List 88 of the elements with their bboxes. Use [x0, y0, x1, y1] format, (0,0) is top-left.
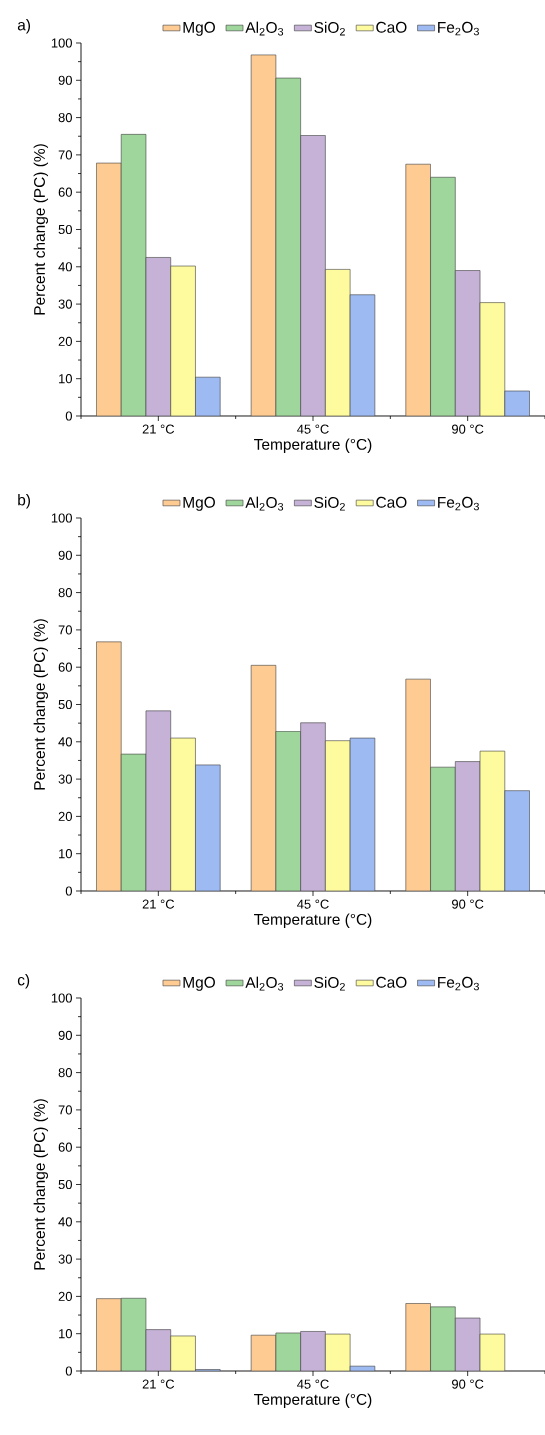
bar: [479, 302, 506, 416]
legend-label: Fe$_{2}$O$_{3}$: [438, 21, 479, 36]
y-tick-label: 10: [59, 1329, 72, 1339]
y-axis-title: Percent change (PC) (%): [33, 1099, 49, 1270]
y-tick-label: 0: [65, 411, 72, 421]
legend-label: SiO$_{2}$: [314, 21, 345, 36]
y-tick-label: 50: [58, 1179, 72, 1190]
bar: [120, 753, 147, 891]
legend-label: Fe$_{2}$O$_{3}$: [438, 976, 479, 991]
bar: [170, 737, 196, 891]
x-tick-label: 45 °C: [297, 899, 329, 909]
y-tick-label: 70: [58, 150, 72, 160]
x-axis-title: Temperature (°C): [254, 1393, 372, 1408]
bar: [275, 731, 301, 891]
y-tick-label: 20: [58, 1291, 72, 1301]
y-tick-label: 100: [51, 513, 72, 523]
y-tick-label: 10: [59, 374, 72, 384]
y-tick-label: 100: [51, 38, 72, 48]
y-tick-label: 80: [58, 1068, 72, 1078]
legend-label: Al$_{2}$O$_{3}$: [245, 21, 284, 36]
bar: [170, 265, 196, 416]
x-tick-label: 90 °C: [452, 424, 484, 434]
bar: [405, 1303, 431, 1371]
y-tick-label: 90: [58, 550, 72, 560]
x-tick-label: 21 °C: [142, 424, 175, 434]
y-tick-label: 30: [58, 1254, 72, 1264]
bar: [275, 77, 301, 416]
bar: [195, 764, 221, 891]
y-tick-label: 20: [58, 811, 72, 821]
legend-label: Fe$_{2}$O$_{3}$: [438, 496, 479, 511]
y-tick-label: 10: [59, 849, 72, 859]
y-tick-label: 40: [58, 737, 72, 747]
bar: [145, 1329, 172, 1371]
x-axis-title: Temperature (°C): [254, 913, 372, 928]
chart-title: b): [18, 494, 31, 509]
x-tick-label: 90 °C: [452, 899, 484, 909]
x-tick-label: 21 °C: [142, 1379, 175, 1389]
bar: [430, 1306, 456, 1371]
y-tick-label: 70: [58, 625, 72, 635]
x-tick-label: 90 °C: [452, 1379, 484, 1389]
bar: [479, 750, 506, 891]
legend-label: Al$_{2}$O$_{3}$: [245, 496, 284, 511]
legend-label: MgO: [183, 976, 215, 991]
legend-label: CaO: [376, 21, 407, 33]
chart-title: a): [17, 19, 31, 34]
y-tick-label: 50: [58, 699, 72, 710]
y-tick-label: 60: [58, 1142, 72, 1152]
bar: [120, 134, 147, 416]
y-tick-label: 100: [51, 993, 72, 1003]
y-tick-label: 90: [58, 1030, 72, 1040]
legend-label: CaO: [376, 976, 407, 988]
y-tick-label: 30: [58, 774, 72, 784]
x-tick-label: 45 °C: [297, 424, 329, 434]
y-tick-label: 40: [58, 262, 72, 272]
legend-label: MgO: [183, 21, 215, 36]
y-tick-label: 0: [65, 1366, 72, 1376]
bar: [325, 269, 351, 416]
bar: [325, 740, 351, 891]
y-axis-title: Percent change (PC) (%): [33, 619, 49, 790]
bar: [349, 737, 376, 891]
y-tick-label: 20: [58, 336, 72, 346]
y-tick-label: 40: [58, 1217, 72, 1227]
legend-label: SiO$_{2}$: [314, 496, 345, 511]
bar: [96, 1298, 122, 1371]
y-tick-label: 90: [58, 75, 72, 85]
y-tick-label: 80: [58, 588, 72, 598]
y-axis-title: Percent change (PC) (%): [33, 144, 49, 315]
bar: [300, 1331, 326, 1371]
bar: [430, 766, 456, 891]
y-tick-label: 50: [58, 224, 72, 235]
legend-label: Al$_{2}$O$_{3}$: [245, 976, 284, 991]
y-tick-label: 60: [58, 662, 72, 672]
y-tick-label: 70: [58, 1105, 72, 1115]
bar: [430, 176, 456, 416]
x-tick-label: 45 °C: [297, 1379, 329, 1389]
legend-label: SiO$_{2}$: [314, 976, 345, 991]
legend-label: CaO: [376, 496, 407, 508]
legend-label: MgO: [183, 496, 215, 511]
x-tick-label: 21 °C: [142, 899, 175, 909]
y-tick-label: 0: [65, 886, 72, 896]
y-tick-label: 80: [58, 113, 72, 123]
bar: [170, 1335, 196, 1371]
y-tick-label: 30: [58, 299, 72, 309]
x-axis-title: Temperature (°C): [254, 438, 372, 453]
y-tick-label: 60: [58, 187, 72, 197]
bar: [504, 790, 530, 891]
chart-title: c): [17, 974, 30, 989]
bar: [120, 1297, 147, 1371]
